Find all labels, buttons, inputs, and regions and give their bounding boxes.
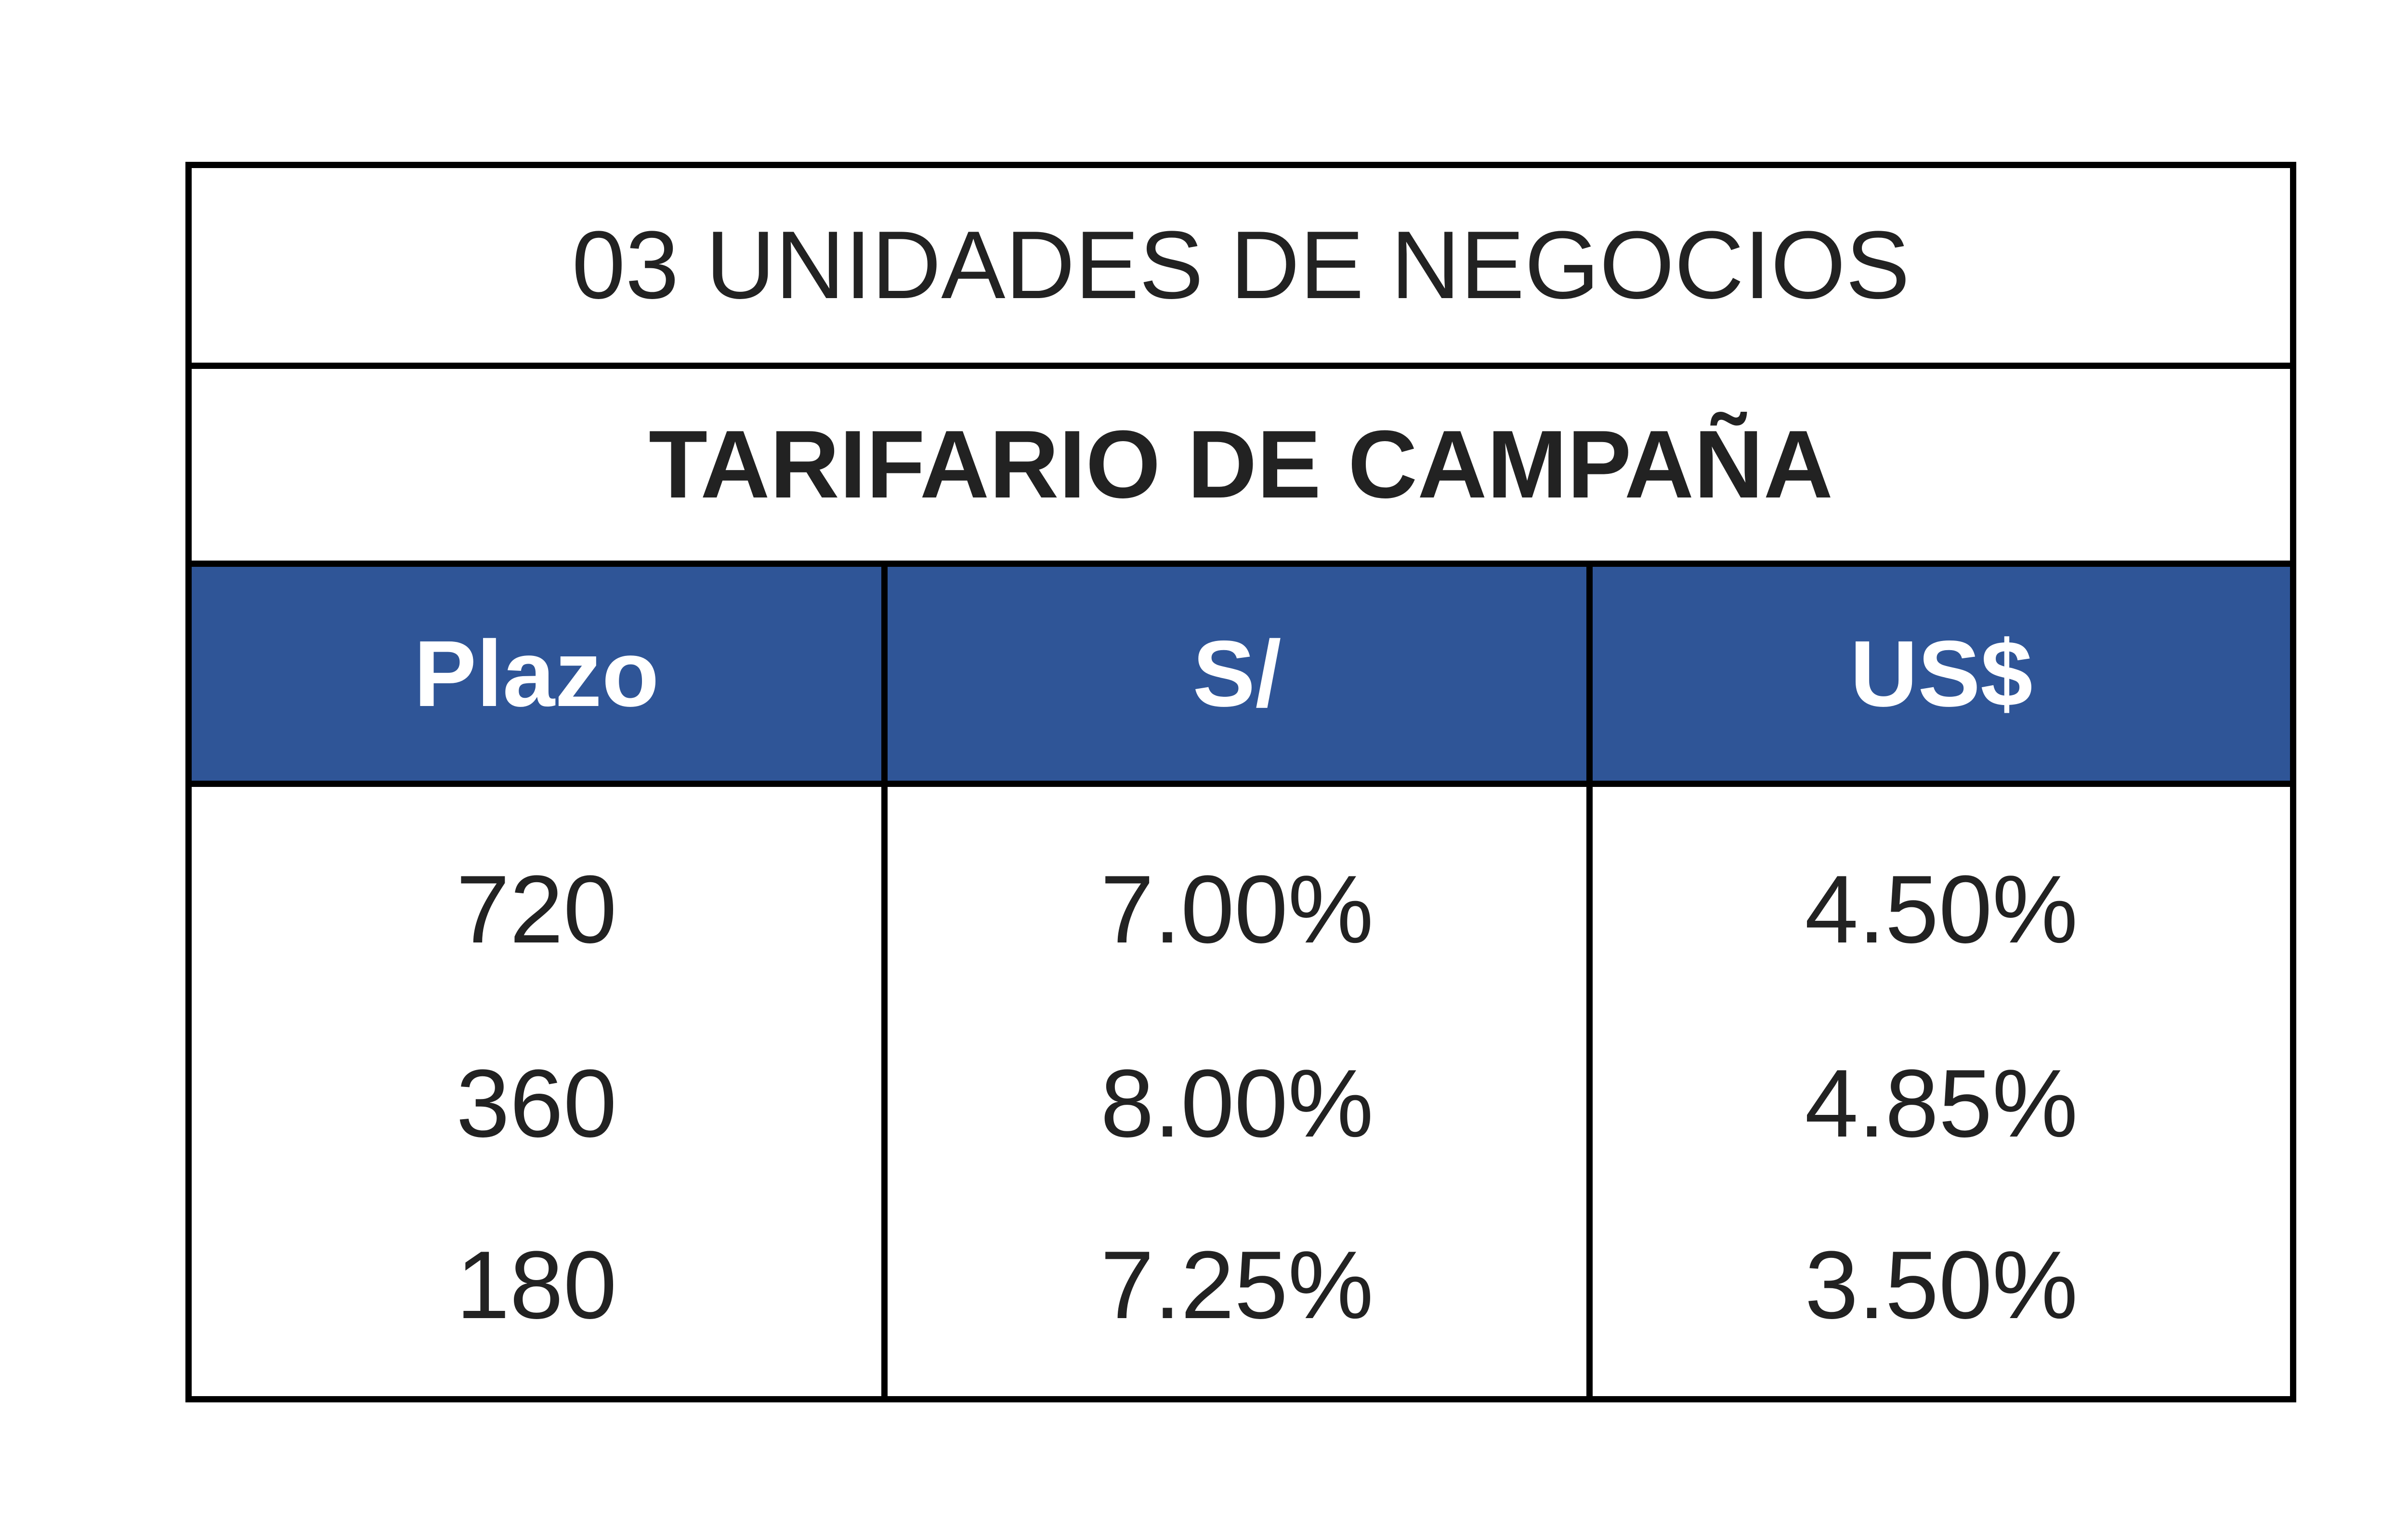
cell: 4.85%: [1586, 1013, 2297, 1194]
cell: 4.50%: [1586, 784, 2297, 1013]
table-subtitle: TARIFARIO DE CAMPAÑA: [185, 363, 2297, 567]
column-header: US$: [1586, 561, 2297, 787]
cell: 180: [185, 1194, 888, 1402]
cell: 7.25%: [881, 1194, 1593, 1402]
cell: 360: [185, 1013, 888, 1194]
column-header: S/: [881, 561, 1593, 787]
table-title: 03 UNIDADES DE NEGOCIOS: [185, 162, 2297, 369]
cell: 3.50%: [1586, 1194, 2297, 1402]
rate-table: 03 UNIDADES DE NEGOCIOS TARIFARIO DE CAM…: [185, 162, 2297, 1402]
column-header: Plazo: [185, 561, 888, 787]
cell: 720: [185, 784, 888, 1013]
cell: 7.00%: [881, 784, 1593, 1013]
cell: 8.00%: [881, 1013, 1593, 1194]
